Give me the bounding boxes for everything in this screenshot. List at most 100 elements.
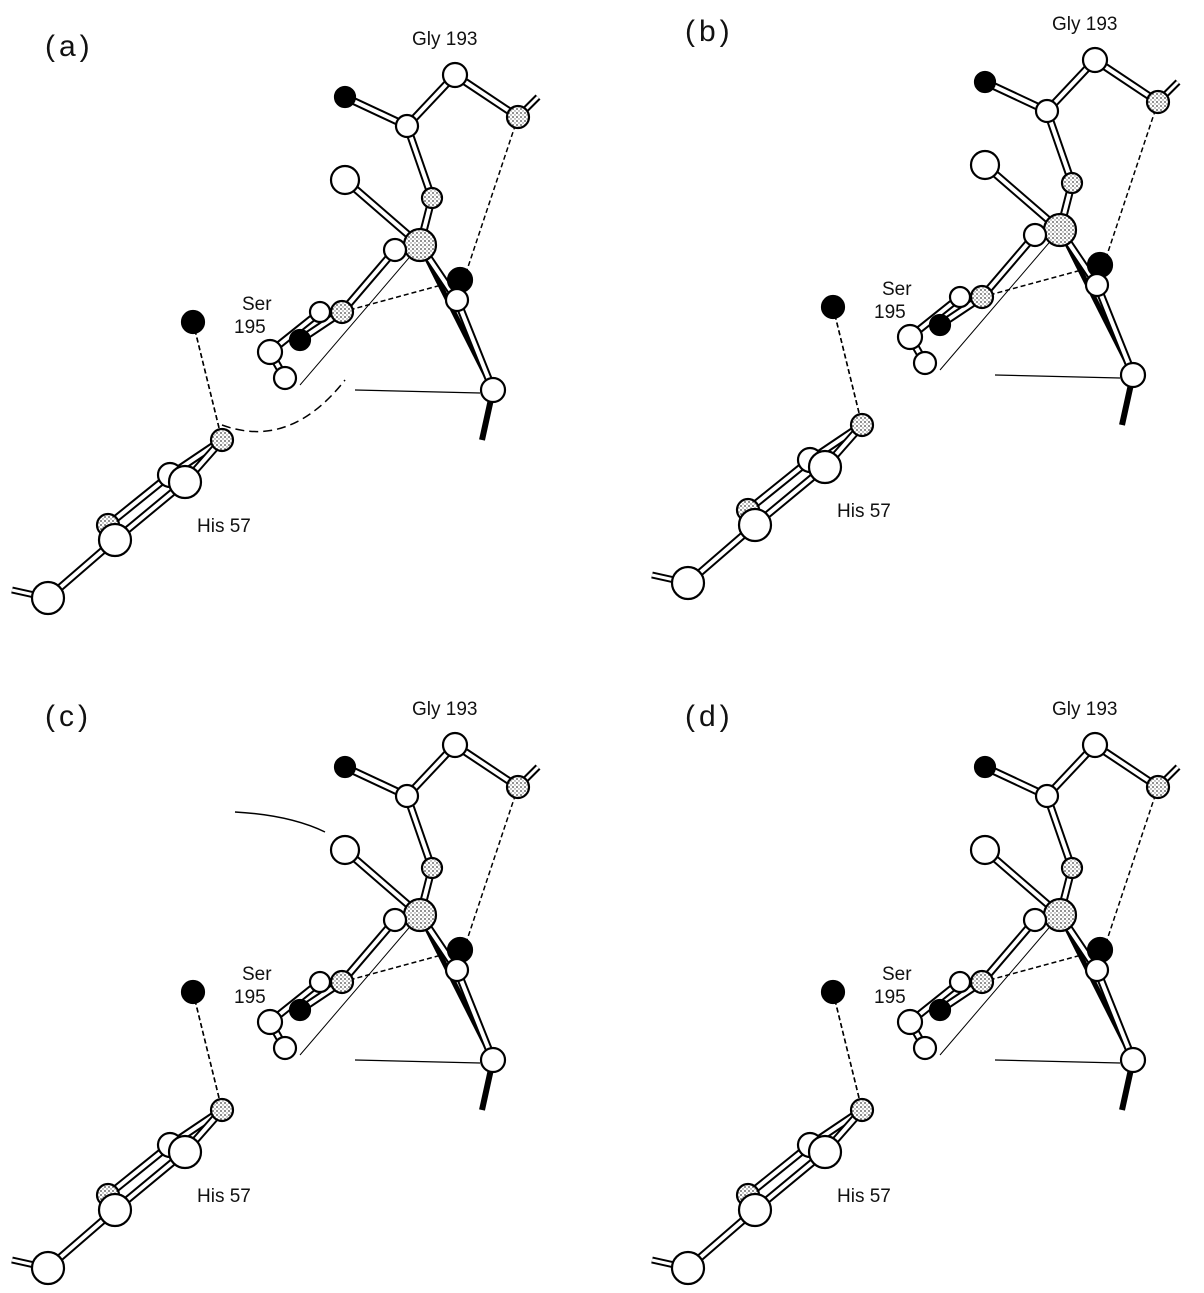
- atom: [404, 899, 436, 931]
- atom: [331, 301, 353, 323]
- atom: [809, 1136, 841, 1168]
- atom: [1024, 224, 1046, 246]
- bond: [457, 970, 493, 1060]
- bond: [342, 250, 395, 312]
- thin-bond: [355, 390, 480, 393]
- atom: [331, 836, 359, 864]
- atom: [169, 466, 201, 498]
- atom: [404, 229, 436, 261]
- atom: [1083, 48, 1107, 72]
- atom: [331, 166, 359, 194]
- atom: [446, 289, 468, 311]
- atom: [1121, 363, 1145, 387]
- atom: [1036, 100, 1058, 122]
- atom: [1147, 776, 1169, 798]
- residue-label: 195: [874, 302, 906, 323]
- atom: [331, 971, 353, 993]
- atom: [335, 757, 355, 777]
- residue-label: 195: [234, 987, 266, 1008]
- atom: [443, 63, 467, 87]
- atom: [422, 858, 442, 878]
- atom: [169, 1136, 201, 1168]
- atom: [481, 1048, 505, 1072]
- atom: [914, 352, 936, 374]
- atom: [1044, 214, 1076, 246]
- atom: [1083, 733, 1107, 757]
- residue-label: His 57: [837, 501, 891, 522]
- atom: [443, 733, 467, 757]
- atom: [809, 451, 841, 483]
- atom: [975, 72, 995, 92]
- atom: [274, 367, 296, 389]
- atom: [822, 981, 844, 1003]
- atom: [422, 188, 442, 208]
- residue-label: Gly 193: [412, 699, 477, 720]
- atom: [971, 836, 999, 864]
- atom: [950, 972, 970, 992]
- figure: (a)Gly 193Ser195His 57(b)Gly 193Ser195Hi…: [0, 0, 1204, 1293]
- atom: [258, 340, 282, 364]
- atom: [99, 524, 131, 556]
- atom: [971, 971, 993, 993]
- atom: [1024, 909, 1046, 931]
- residue-label: Gly 193: [1052, 699, 1117, 720]
- h-bond: [193, 322, 222, 440]
- h-bond: [833, 992, 862, 1110]
- residue-label: Ser: [242, 964, 272, 985]
- atom: [1036, 785, 1058, 807]
- atom: [851, 1099, 873, 1121]
- atom: [898, 1010, 922, 1034]
- atom: [384, 239, 406, 261]
- thin-bond: [995, 1060, 1120, 1063]
- atom: [672, 1252, 704, 1284]
- atom: [898, 325, 922, 349]
- panel-label: (c): [45, 700, 92, 733]
- atom: [99, 1194, 131, 1226]
- atom: [971, 286, 993, 308]
- atom: [930, 1000, 950, 1020]
- atom: [396, 785, 418, 807]
- atom: [1062, 173, 1082, 193]
- h-bond: [193, 992, 222, 1110]
- residue-label: His 57: [197, 516, 251, 537]
- bond: [457, 300, 493, 390]
- atom: [310, 972, 330, 992]
- atom: [335, 87, 355, 107]
- atom: [930, 315, 950, 335]
- bond: [982, 920, 1035, 982]
- atom: [672, 567, 704, 599]
- residue-label: Ser: [882, 279, 912, 300]
- atom: [32, 1252, 64, 1284]
- atom: [507, 776, 529, 798]
- bond: [1097, 970, 1133, 1060]
- atom: [310, 302, 330, 322]
- residue-label: His 57: [837, 1186, 891, 1207]
- atom: [507, 106, 529, 128]
- atom: [211, 429, 233, 451]
- panel-label: (b): [685, 15, 734, 48]
- atom: [211, 1099, 233, 1121]
- atom: [258, 1010, 282, 1034]
- atom: [1147, 91, 1169, 113]
- residue-label: 195: [234, 317, 266, 338]
- atom: [975, 757, 995, 777]
- atom: [971, 151, 999, 179]
- bond: [1097, 285, 1133, 375]
- atom: [182, 311, 204, 333]
- atom: [1086, 959, 1108, 981]
- residue-label: 195: [874, 987, 906, 1008]
- atom: [1086, 274, 1108, 296]
- atom: [384, 909, 406, 931]
- arrow-path: [235, 812, 325, 832]
- panel-label: (d): [685, 700, 734, 733]
- atom: [290, 1000, 310, 1020]
- atom: [739, 509, 771, 541]
- h-bond: [833, 307, 862, 425]
- atom: [290, 330, 310, 350]
- atom: [182, 981, 204, 1003]
- residue-label: Ser: [242, 294, 272, 315]
